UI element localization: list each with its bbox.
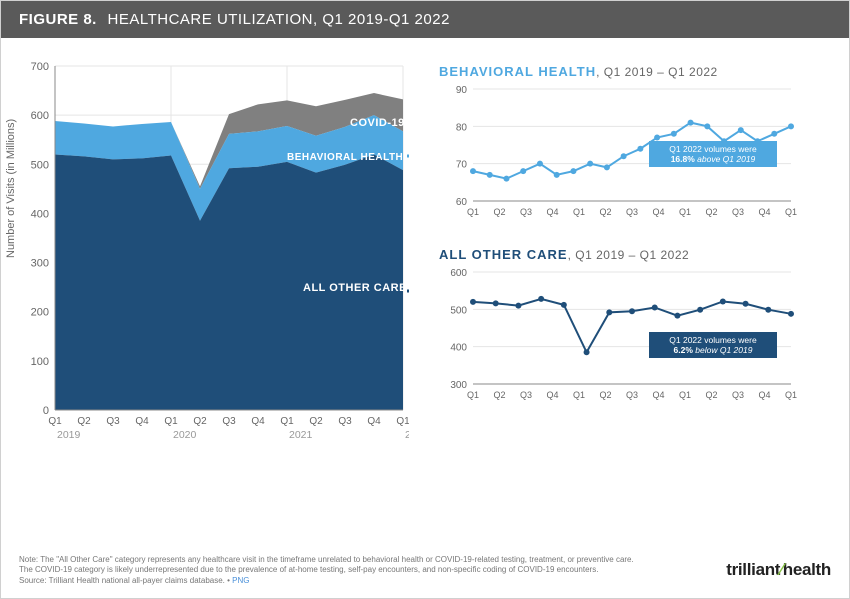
svg-text:Q1: Q1 <box>785 207 797 217</box>
svg-text:Q4: Q4 <box>652 207 664 217</box>
figure-number: FIGURE 8. <box>19 11 97 28</box>
svg-text:2020: 2020 <box>173 429 197 441</box>
svg-text:Q1: Q1 <box>467 390 479 400</box>
svg-text:Q4: Q4 <box>251 416 265 427</box>
svg-text:Q3: Q3 <box>520 207 532 217</box>
svg-text:80: 80 <box>456 122 468 133</box>
mini-title-range: , Q1 2019 – Q1 2022 <box>596 65 718 79</box>
svg-text:Q3: Q3 <box>626 207 638 217</box>
svg-text:400: 400 <box>450 343 467 354</box>
svg-text:300: 300 <box>31 258 49 270</box>
svg-text:Q3: Q3 <box>732 390 744 400</box>
svg-text:BEHAVIORAL HEALTH: BEHAVIORAL HEALTH <box>287 152 403 163</box>
svg-text:Q4: Q4 <box>135 416 149 427</box>
svg-text:Q3: Q3 <box>338 416 352 427</box>
svg-text:Q3: Q3 <box>732 207 744 217</box>
svg-text:Q2: Q2 <box>705 207 717 217</box>
svg-text:200: 200 <box>31 307 49 319</box>
svg-text:Q1: Q1 <box>396 416 409 427</box>
svg-text:Q2: Q2 <box>309 416 323 427</box>
svg-text:Q2: Q2 <box>77 416 91 427</box>
mini-title-behavioral: BEHAVIORAL HEALTH, Q1 2019 – Q1 2022 <box>439 64 819 79</box>
svg-text:Q1: Q1 <box>679 390 691 400</box>
mini-charts-panel: BEHAVIORAL HEALTH, Q1 2019 – Q1 2022 607… <box>439 58 819 458</box>
svg-text:600: 600 <box>31 110 49 122</box>
svg-text:Q3: Q3 <box>222 416 236 427</box>
y-axis-label: Number of Visits (in Millions) <box>5 119 17 258</box>
svg-text:Q2: Q2 <box>705 390 717 400</box>
svg-text:90: 90 <box>456 85 468 96</box>
svg-text:16.8% above Q1 2019: 16.8% above Q1 2019 <box>671 154 756 164</box>
svg-text:Q1: Q1 <box>467 207 479 217</box>
svg-text:COVID-19: COVID-19 <box>350 117 405 129</box>
svg-text:70: 70 <box>456 160 468 171</box>
svg-text:500: 500 <box>450 305 467 316</box>
svg-text:Q1: Q1 <box>785 390 797 400</box>
svg-text:300: 300 <box>450 380 467 391</box>
figure-container: FIGURE 8. HEALTHCARE UTILIZATION, Q1 201… <box>0 0 850 599</box>
mini-chart-allother: ALL OTHER CARE, Q1 2019 – Q1 2022 300 400… <box>439 247 819 412</box>
svg-text:Q4: Q4 <box>758 390 770 400</box>
svg-text:Q3: Q3 <box>106 416 120 427</box>
svg-text:Q2: Q2 <box>193 416 207 427</box>
png-link[interactable]: PNG <box>232 576 249 585</box>
line-chart-allother: 300 400 500 600 Q1 Q2 Q3 Q4 Q1 Q2 Q3 Q4 Q1 Q2 Q3 Q4 Q1 Q1… <box>439 262 799 412</box>
mini-title-text: BEHAVIORAL HEALTH <box>439 64 596 79</box>
note-line-3: Source: Trilliant Health national all-pa… <box>19 576 831 586</box>
mini-title-allother: ALL OTHER CARE, Q1 2019 – Q1 2022 <box>439 247 819 262</box>
svg-text:Q4: Q4 <box>546 207 558 217</box>
figure-header: FIGURE 8. HEALTHCARE UTILIZATION, Q1 201… <box>1 1 849 38</box>
svg-text:ALL OTHER CARE: ALL OTHER CARE <box>303 282 407 294</box>
note-line-1: Note: The "All Other Care" category repr… <box>19 555 831 565</box>
mini-chart-behavioral: BEHAVIORAL HEALTH, Q1 2019 – Q1 2022 60 7… <box>439 64 819 229</box>
svg-text:700: 700 <box>31 61 49 73</box>
trilliant-logo: trilliant∕health <box>726 560 831 580</box>
svg-text:2021: 2021 <box>289 429 313 441</box>
svg-text:Q4: Q4 <box>652 390 664 400</box>
svg-text:6.2% below Q1 2019: 6.2% below Q1 2019 <box>674 345 753 355</box>
svg-text:Q2: Q2 <box>493 207 505 217</box>
svg-text:600: 600 <box>450 268 467 279</box>
stacked-area-chart: 0100200300400500600700Q1Q2Q3Q4Q1Q2Q3Q4Q1… <box>9 58 409 458</box>
svg-text:Q1 2022 volumes were: Q1 2022 volumes were <box>669 335 757 345</box>
mini-title-range: , Q1 2019 – Q1 2022 <box>568 248 690 262</box>
svg-text:Q3: Q3 <box>626 390 638 400</box>
svg-text:Q4: Q4 <box>758 207 770 217</box>
logo-icon: ∕ <box>780 560 783 579</box>
svg-text:Q3: Q3 <box>520 390 532 400</box>
svg-text:Q2: Q2 <box>599 207 611 217</box>
figure-note: Note: The "All Other Care" category repr… <box>19 555 831 586</box>
svg-text:60: 60 <box>456 197 468 208</box>
svg-text:500: 500 <box>31 159 49 171</box>
svg-text:100: 100 <box>31 356 49 368</box>
note-line-2: The COVID-19 category is likely underrep… <box>19 565 831 575</box>
svg-text:Q2: Q2 <box>493 390 505 400</box>
svg-text:2019: 2019 <box>57 429 81 441</box>
svg-text:Q2: Q2 <box>599 390 611 400</box>
line-chart-behavioral: 60 70 80 90 Q1 Q2 Q3 Q4 Q1 Q2 Q3 Q4 Q1 Q2 Q3 Q4 Q1 Q1 202… <box>439 79 799 229</box>
svg-text:Q1: Q1 <box>164 416 178 427</box>
svg-text:Q1: Q1 <box>573 390 585 400</box>
svg-text:Q1: Q1 <box>48 416 62 427</box>
svg-text:400: 400 <box>31 208 49 220</box>
mini-title-text: ALL OTHER CARE <box>439 247 568 262</box>
svg-text:Q4: Q4 <box>546 390 558 400</box>
svg-text:2022: 2022 <box>405 429 409 441</box>
svg-text:Q1: Q1 <box>280 416 294 427</box>
svg-text:Q1: Q1 <box>679 207 691 217</box>
svg-text:Q1: Q1 <box>573 207 585 217</box>
svg-text:Q1 2022 volumes were: Q1 2022 volumes were <box>669 144 757 154</box>
figure-body: Number of Visits (in Millions) 010020030… <box>1 38 849 458</box>
main-chart-panel: Number of Visits (in Millions) 010020030… <box>9 58 429 458</box>
figure-title: HEALTHCARE UTILIZATION, Q1 2019-Q1 2022 <box>108 11 450 28</box>
svg-text:Q4: Q4 <box>367 416 381 427</box>
